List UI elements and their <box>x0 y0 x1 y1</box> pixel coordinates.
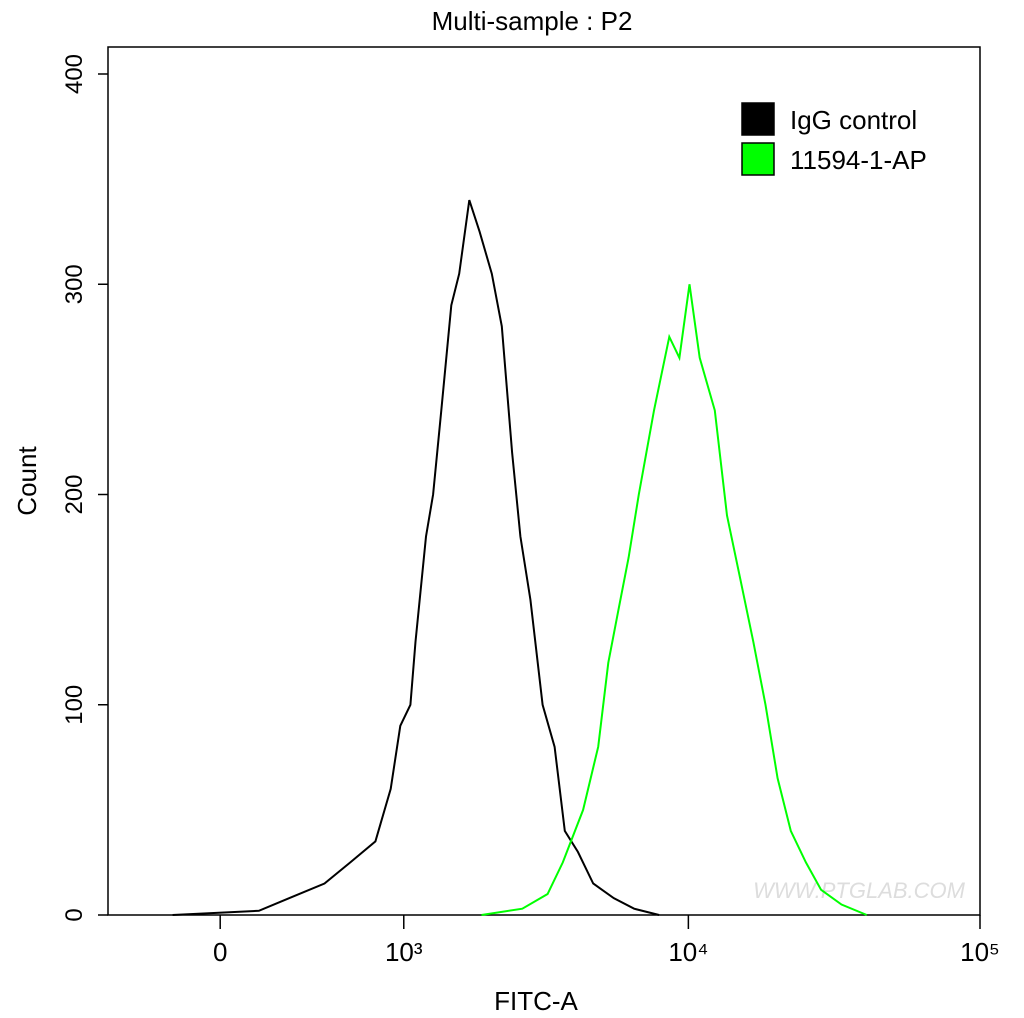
x-tick-label: 10⁴ <box>668 937 708 967</box>
y-tick-label: 400 <box>61 54 88 94</box>
y-tick-label: 100 <box>61 685 88 725</box>
chart-title: Multi-sample : P2 <box>432 6 633 36</box>
x-axis-label: FITC-A <box>494 986 578 1016</box>
legend-label: 11594-1-AP <box>790 145 927 175</box>
y-axis-label: Count <box>12 446 42 516</box>
y-tick-label: 0 <box>61 908 88 921</box>
legend-swatch <box>741 102 775 136</box>
x-tick-label: 10⁵ <box>960 937 1000 967</box>
y-tick-label: 200 <box>61 474 88 514</box>
histogram-line <box>481 284 868 916</box>
legend-swatch <box>741 142 775 176</box>
watermark: WWW.PTGLAB.COM <box>753 878 966 903</box>
legend-label: IgG control <box>790 105 917 135</box>
plot-frame <box>107 46 981 916</box>
histogram-line <box>172 199 660 916</box>
x-tick-label: 0 <box>213 937 227 967</box>
y-tick-label: 300 <box>61 264 88 304</box>
x-tick-label: 10³ <box>385 937 423 967</box>
